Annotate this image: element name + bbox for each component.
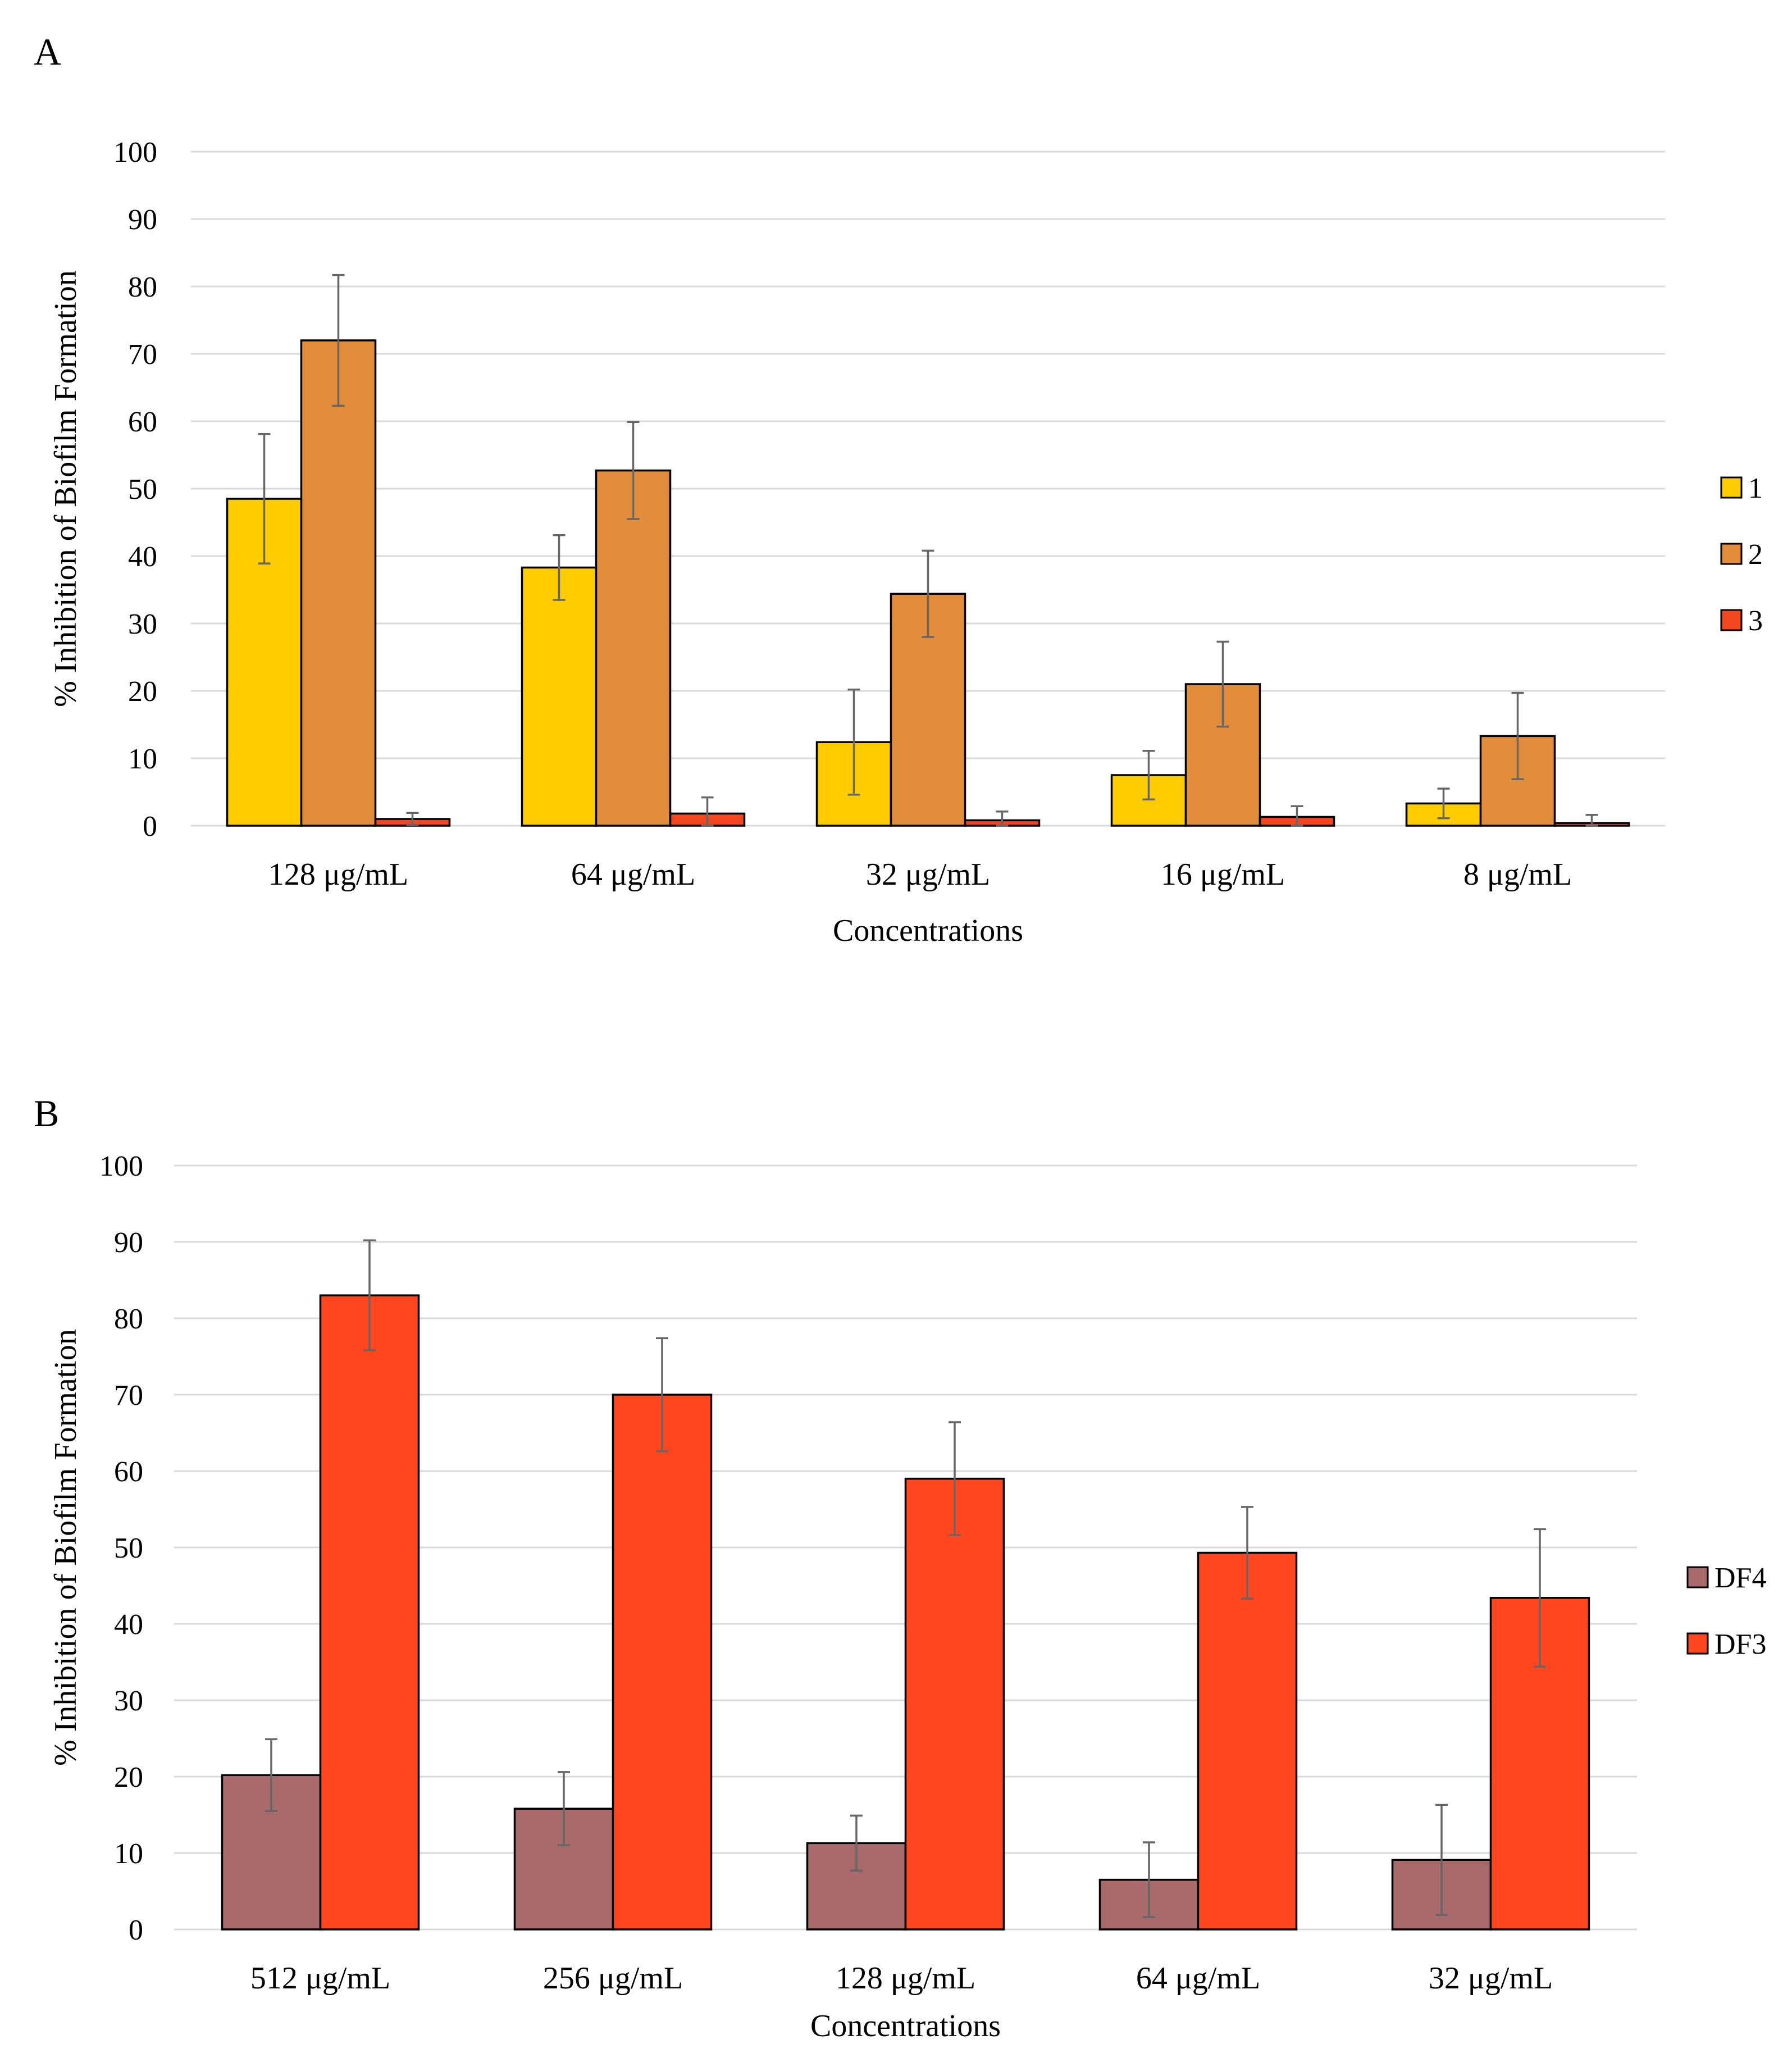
legend-label: 2: [1748, 539, 1763, 571]
legend-label: DF3: [1715, 1628, 1766, 1660]
bar: [904, 1477, 1005, 1931]
bar: [595, 469, 672, 827]
x-axis-title: Concentrations: [833, 913, 1023, 948]
y-tick-label: 80: [128, 271, 157, 303]
x-category-label: 512 μg/mL: [250, 1961, 390, 1996]
legend: 1 2 3: [1720, 472, 1763, 637]
y-tick-label: 20: [114, 1761, 143, 1793]
y-tick-label: 60: [114, 1456, 143, 1488]
y-tick-label: 100: [99, 1150, 143, 1182]
y-tick-label: 40: [128, 541, 157, 573]
panel-label-b: B: [34, 1092, 59, 1135]
y-tick-label: 70: [128, 339, 157, 371]
y-tick-label: 0: [143, 811, 157, 843]
legend-label: DF4: [1715, 1562, 1766, 1594]
y-tick-label: 70: [114, 1380, 143, 1412]
y-tick-label: 50: [128, 474, 157, 506]
y-tick-label: 0: [129, 1914, 143, 1946]
legend-label: 1: [1748, 472, 1763, 504]
y-tick-label: 80: [114, 1303, 143, 1335]
y-tick-label: 40: [114, 1609, 143, 1641]
x-category-label: 16 μg/mL: [1161, 857, 1285, 892]
y-tick-label: 60: [128, 406, 157, 438]
y-tick-label: 20: [128, 676, 157, 708]
x-category-label: 128 μg/mL: [836, 1961, 975, 1996]
chart-b: 0 10 20 30 40 50 60 70 80 90 100 512 μg/mL 256 μg/mL…: [48, 1150, 1766, 2043]
legend-swatch: [1686, 1566, 1709, 1588]
x-category-label: 64 μg/mL: [1136, 1961, 1260, 1996]
panel-label-a: A: [34, 30, 61, 73]
bar: [319, 1294, 420, 1931]
y-tick-label: 50: [114, 1532, 143, 1564]
y-axis-title: % Inhibition of Biofilm Formation: [48, 270, 83, 707]
legend-swatch: [1686, 1632, 1709, 1655]
legend-swatch: [1720, 543, 1743, 565]
bar: [521, 566, 598, 827]
x-axis-title: Concentrations: [810, 2009, 1001, 2043]
y-tick-label: 90: [114, 1227, 143, 1259]
x-category-label: 128 μg/mL: [268, 857, 408, 892]
y-tick-label: 10: [114, 1838, 143, 1870]
legend-swatch: [1720, 476, 1743, 499]
x-category-label: 32 μg/mL: [1429, 1961, 1553, 1996]
y-tick-label: 90: [128, 204, 157, 236]
x-category-label: 32 μg/mL: [866, 857, 990, 892]
y-axis-title: % Inhibition of Biofilm Formation: [48, 1329, 83, 1766]
legend-swatch: [1720, 609, 1743, 631]
bar: [612, 1394, 713, 1931]
bar: [1197, 1551, 1298, 1931]
y-tick-label: 100: [113, 136, 157, 169]
x-category-label: 256 μg/mL: [543, 1961, 683, 1996]
legend-label: 3: [1748, 605, 1763, 637]
bar: [300, 339, 377, 827]
legend: DF4 DF3: [1686, 1562, 1766, 1660]
y-tick-label: 30: [128, 608, 157, 640]
y-tick-label: 30: [114, 1685, 143, 1717]
x-category-label: 64 μg/mL: [571, 857, 695, 892]
x-category-label: 8 μg/mL: [1463, 857, 1572, 892]
y-tick-label: 10: [128, 743, 157, 775]
